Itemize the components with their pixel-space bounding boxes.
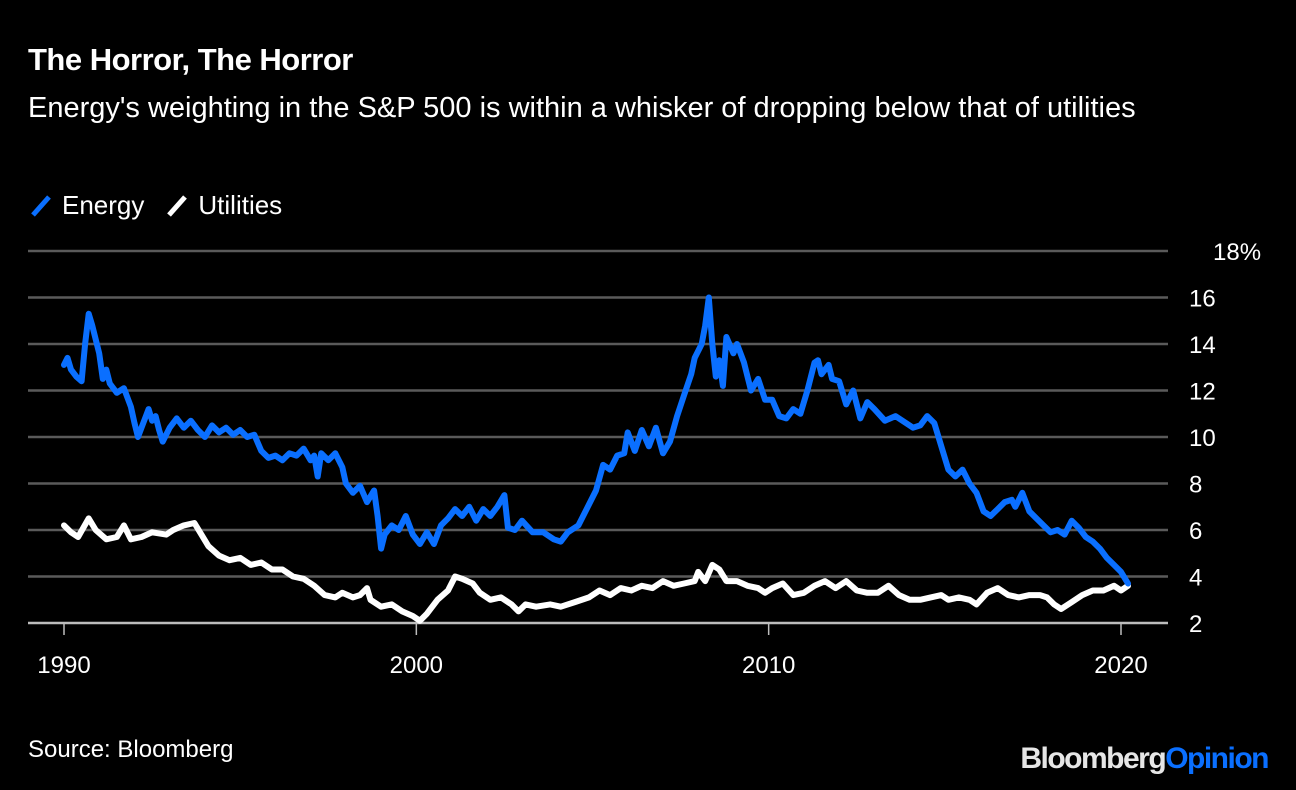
legend: Energy Utilities xyxy=(30,190,304,221)
legend-label-energy: Energy xyxy=(62,190,145,220)
y-tick-label-8: 8 xyxy=(1189,472,1202,499)
legend-item-utilities: Utilities xyxy=(166,190,282,221)
x-tick-label-1990: 1990 xyxy=(37,652,90,679)
y-tick-label-16: 16 xyxy=(1189,286,1216,313)
x-axis: 1990 2000 2010 2020 xyxy=(37,623,1148,679)
y-tick-label-10: 10 xyxy=(1189,425,1216,452)
y-tick-label-12: 12 xyxy=(1189,379,1216,406)
brand-secondary: Opinion xyxy=(1165,742,1269,775)
y-tick-label-2: 2 xyxy=(1189,611,1202,638)
y-tick-label-4: 4 xyxy=(1189,565,1202,592)
series-lines xyxy=(61,294,1131,624)
y-tick-label-14: 14 xyxy=(1189,332,1216,359)
x-tick-label-2010: 2010 xyxy=(742,652,795,679)
x-tick-label-2000: 2000 xyxy=(390,652,443,679)
source-note: Source: Bloomberg xyxy=(28,736,234,763)
brand-primary: Bloomberg xyxy=(1020,742,1166,775)
gridlines xyxy=(28,249,1168,625)
chart-subtitle: Energy's weighting in the S&P 500 is wit… xyxy=(28,92,1136,124)
legend-swatch-utilities-icon xyxy=(167,194,188,217)
legend-item-energy: Energy xyxy=(30,190,144,221)
y-axis-labels: 2 4 6 8 10 12 14 16 18% xyxy=(1189,239,1261,638)
legend-swatch-energy-icon xyxy=(31,194,51,217)
series-line-energy xyxy=(61,294,1131,587)
legend-label-utilities: Utilities xyxy=(198,190,283,220)
y-tick-label-18: 18% xyxy=(1213,239,1261,266)
series-line-utilities xyxy=(61,515,1131,624)
brand-logo: BloombergOpinion xyxy=(1020,742,1269,776)
x-tick-label-2020: 2020 xyxy=(1094,652,1147,679)
y-tick-label-6: 6 xyxy=(1189,518,1202,545)
chart-title: The Horror, The Horror xyxy=(28,42,353,77)
